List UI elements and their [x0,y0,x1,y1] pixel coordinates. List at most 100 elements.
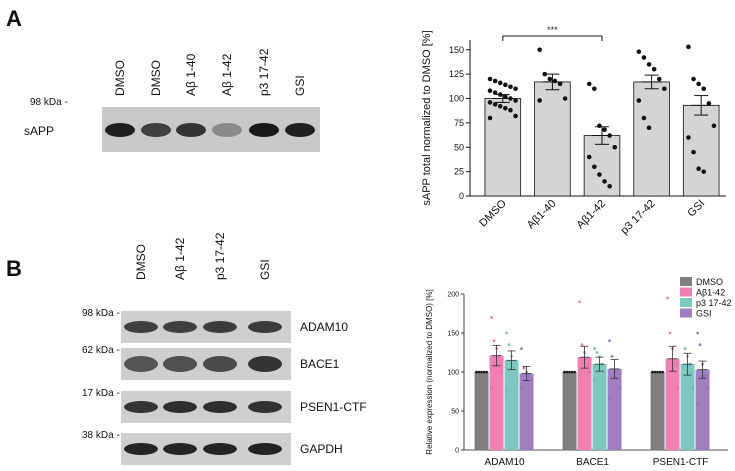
y-axis-title-b: Relative expression (normalized to DMSO)… [425,289,434,454]
data-point-a [607,183,612,189]
data-point-b [608,397,612,401]
bar-b [562,372,577,450]
blot-a-band [105,123,135,137]
data-point-b [520,347,524,351]
bar-b [474,372,489,450]
data-point-b [696,401,700,405]
bar-b [504,360,519,450]
bar-a [484,98,522,197]
lane-label-a: GSI [293,75,307,96]
data-point-b [500,370,504,374]
bar-b [519,373,534,450]
panel-letter-b: B [6,256,22,281]
data-point-a [592,164,597,170]
data-point-a [641,55,647,60]
lane-label-a: p3 17-42 [257,48,271,96]
data-point-b [490,315,494,319]
y-tick-label-a: 125 [449,69,464,79]
data-point-a [537,47,542,53]
lane-label-b: GSI [258,259,272,280]
data-point-a [503,82,508,88]
blot-b-band [248,401,282,413]
blot-b-band [124,443,158,455]
data-point-a [641,115,647,121]
bar-b [650,372,665,450]
data-point-a [492,102,498,107]
y-tick-label-b: 150 [447,331,459,338]
data-point-b [691,386,695,390]
bar-b [695,369,710,450]
category-label-b: ADAM10 [485,457,525,468]
data-point-b [530,378,534,382]
blot-a-background [102,107,320,152]
data-point-a [686,135,691,140]
data-point-b [668,331,672,335]
data-point-b [696,331,700,335]
protein-label-b: ADAM10 [300,320,348,334]
legend-label: p3 17-42 [696,298,732,308]
data-point-a [586,81,592,87]
data-point-a [686,44,691,50]
data-point-a [612,144,618,150]
blot-b-band [124,321,158,333]
y-tick-label-b: 0 [455,448,459,455]
y-tick-label-b: 50 [451,409,459,416]
bar-a [682,104,720,197]
bar-b [489,355,504,450]
data-point-b [505,331,509,335]
blot-b-band [163,401,197,413]
data-point-a [508,84,513,90]
data-point-a [696,166,701,171]
data-point-a [487,88,493,93]
blot-b-band [163,356,197,372]
data-point-b [578,300,582,304]
category-label-a: Aβ1-40 [525,198,559,232]
data-point-a [711,123,717,129]
legend-label: DMSO [696,277,723,287]
category-label-a: GSI [685,198,707,220]
blot-b-band [203,356,237,372]
data-point-b [615,378,619,382]
data-point-a [547,76,553,82]
kda-marker-b: 62 kDa - [82,345,120,356]
data-point-b [610,354,614,358]
data-point-b [703,374,707,378]
protein-label-b: BACE1 [300,357,340,371]
significance-label: *** [547,25,558,35]
legend-swatch [680,308,692,318]
y-axis-title-a: sAPP total normalized to DMSO [%] [421,30,433,205]
data-point-b [706,386,710,390]
data-point-a [602,127,607,132]
y-tick-label-a: 150 [449,45,464,55]
protein-label-a: sAPP [24,124,54,138]
protein-label-b: PSEN1-CTF [300,400,367,414]
data-point-a [636,49,642,54]
bar-b [665,358,680,450]
data-point-b [492,339,496,343]
legend-swatch [680,277,692,286]
data-point-a [497,104,503,109]
data-point-b [608,339,612,343]
data-point-a [696,81,701,87]
data-point-a [651,66,657,72]
data-point-b [595,351,599,354]
category-label-b: PSEN1-CTF [653,457,709,468]
panel-letter-a: A [6,6,22,31]
data-point-b [515,374,519,378]
data-point-a [492,90,498,95]
category-label-a: p3 17-42 [619,198,658,237]
data-point-b [505,390,509,393]
lane-label-a: DMSO [113,60,127,96]
data-point-b [683,347,687,351]
data-point-b [522,366,526,370]
y-tick-label-b: 200 [447,292,459,299]
blot-b-band [248,321,282,333]
legend-swatch [680,287,692,297]
category-label-b: BACE1 [576,457,609,468]
category-label-a: DMSO [477,197,509,229]
data-point-a [552,78,558,84]
y-tick-label-a: 25 [454,167,464,177]
kda-marker-b: 38 kDa - [82,430,120,441]
data-point-a [497,80,503,86]
blot-a-band [285,123,315,137]
